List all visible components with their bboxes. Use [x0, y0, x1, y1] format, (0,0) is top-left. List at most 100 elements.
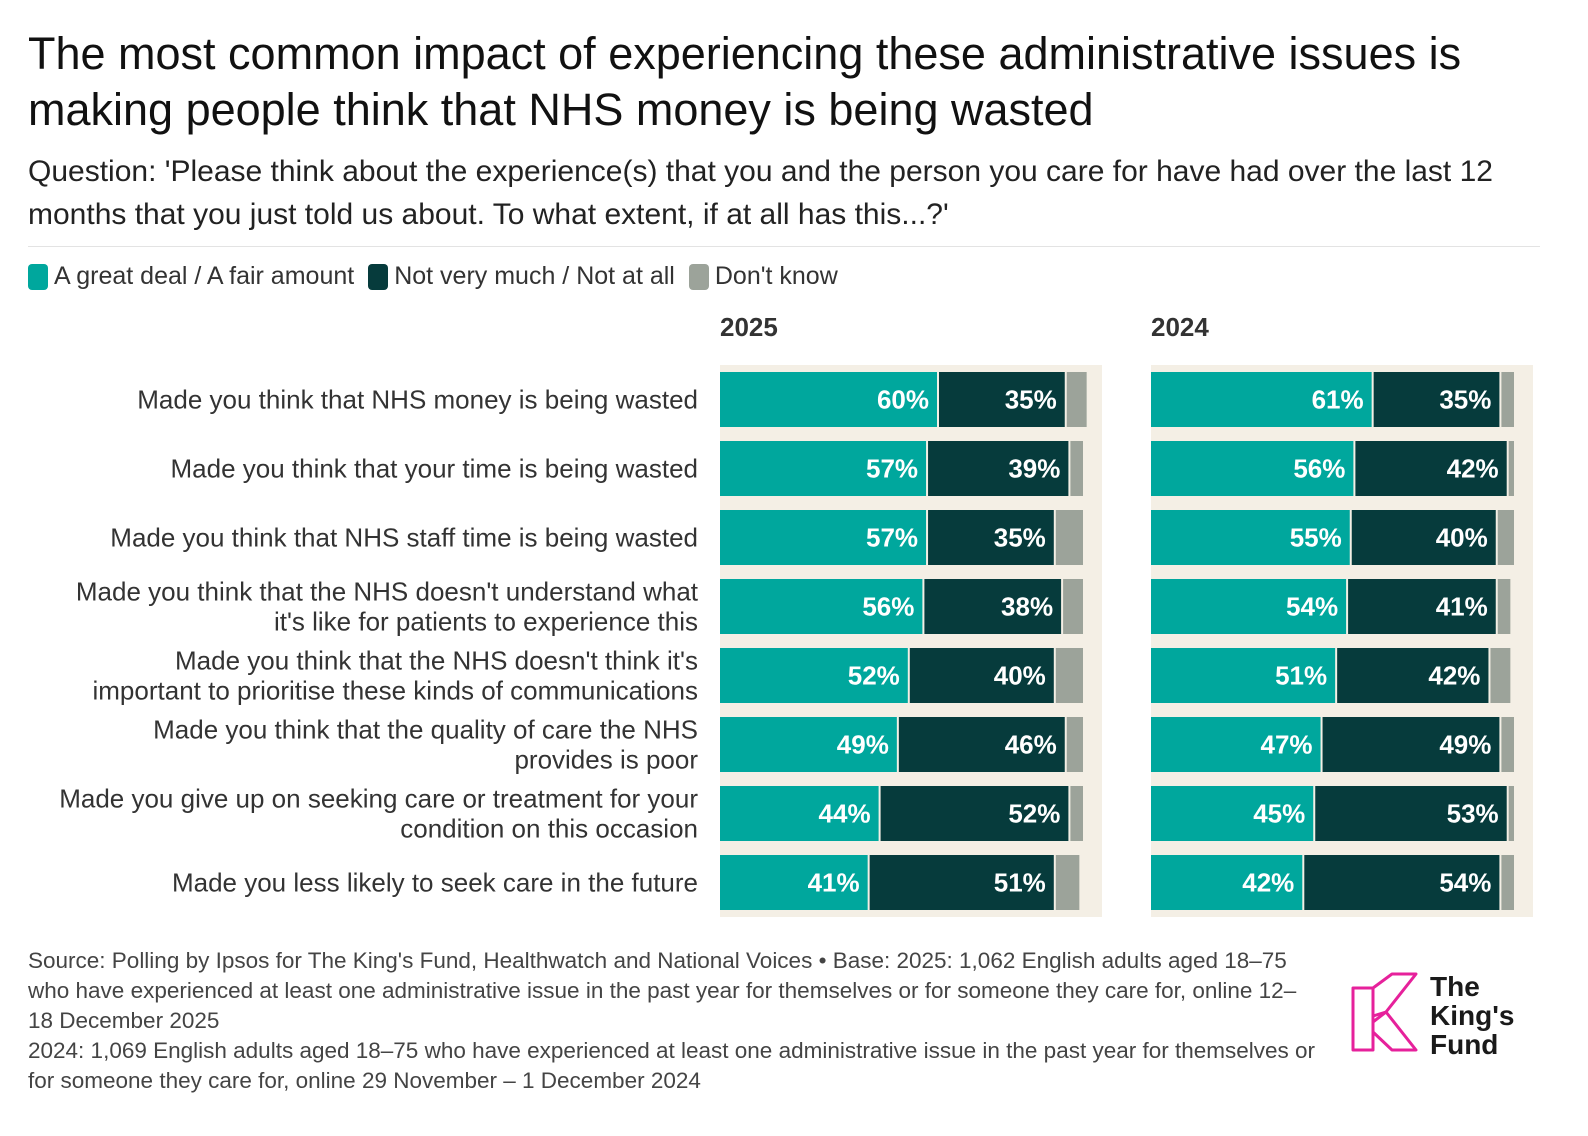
- bar-2024-row-8-series-2: [1304, 855, 1500, 910]
- bar-label-2024-row-1-series-2: 35%: [1439, 385, 1491, 415]
- stacked-bar-chart: Made you think that NHS money is being w…: [59, 365, 1533, 917]
- bar-2025-row-1-series-3: [1066, 372, 1087, 427]
- bar-2025-row-3-series-1: [720, 510, 927, 565]
- bar-2024-row-7-series-3: [1508, 786, 1514, 841]
- legend-swatch-agree: [28, 263, 48, 290]
- bar-label-2024-row-8-series-2: 54%: [1439, 868, 1491, 898]
- legend-item-agree: A great deal / A fair amount: [28, 262, 354, 291]
- logo-word-fund: Fund: [1430, 1029, 1499, 1060]
- category-label-6-line-2: provides is poor: [514, 745, 698, 775]
- bar-label-2025-row-8-series-1: 41%: [808, 868, 860, 898]
- bar-label-2025-row-3-series-2: 35%: [994, 523, 1046, 553]
- source-note: Source: Polling by Ipsos for The King's …: [28, 946, 1318, 1096]
- kings-fund-logo-icon: [1351, 972, 1418, 1052]
- bar-2024-row-4-series-1: [1151, 579, 1347, 634]
- bar-label-2025-row-1-series-2: 35%: [1005, 385, 1057, 415]
- bar-label-2025-row-4-series-2: 38%: [1001, 592, 1053, 622]
- bar-label-2024-row-7-series-1: 45%: [1253, 799, 1305, 829]
- bar-2024-row-4-series-3: [1497, 579, 1511, 634]
- category-label-3: Made you think that NHS staff time is be…: [110, 523, 698, 553]
- legend-swatch-disagree: [368, 263, 389, 290]
- bar-2025-row-8-series-1: [720, 855, 868, 910]
- bar-2024-row-5-series-3: [1490, 648, 1511, 703]
- chart-title: The most common impact of experiencing t…: [28, 28, 1462, 135]
- bar-label-2024-row-5-series-2: 42%: [1428, 661, 1480, 691]
- category-label-6-line-1: Made you think that the quality of care …: [153, 715, 698, 745]
- bar-2024-row-2-series-1: [1151, 441, 1354, 496]
- bar-2025-row-4-series-3: [1063, 579, 1083, 634]
- bar-label-2024-row-6-series-1: 47%: [1261, 730, 1313, 760]
- bar-2025-row-8-series-3: [1055, 855, 1080, 910]
- bar-label-2024-row-8-series-1: 42%: [1242, 868, 1294, 898]
- bar-label-2024-row-1-series-1: 61%: [1312, 385, 1364, 415]
- bar-label-2024-row-3-series-2: 40%: [1436, 523, 1488, 553]
- legend-label-dont-know: Don't know: [714, 262, 838, 290]
- bar-label-2025-row-4-series-1: 56%: [862, 592, 914, 622]
- header-divider: [28, 246, 1540, 247]
- legend-swatch-dont-know: [688, 263, 709, 290]
- category-label-7-line-2: condition on this occasion: [400, 814, 698, 844]
- legend: A great deal / A fair amount Not very mu…: [28, 262, 852, 291]
- category-label-2: Made you think that your time is being w…: [170, 454, 698, 484]
- bar-2024-row-8-series-3: [1501, 855, 1514, 910]
- bar-2024-row-2-series-2: [1355, 441, 1507, 496]
- bar-2024-row-4-series-2: [1348, 579, 1496, 634]
- bar-2025-row-2-series-3: [1070, 441, 1083, 496]
- bar-2024-row-2-series-3: [1508, 441, 1514, 496]
- category-label-4-line-1: Made you think that the NHS doesn't unde…: [76, 577, 699, 607]
- bar-label-2025-row-2-series-2: 39%: [1008, 454, 1060, 484]
- bar-2025-row-4-series-2: [924, 579, 1062, 634]
- legend-item-disagree: Not very much / Not at all: [368, 262, 675, 291]
- bar-2025-row-2-series-1: [720, 441, 927, 496]
- panel-title-2025: 2025: [720, 312, 778, 342]
- bar-2024-row-1-series-1: [1151, 372, 1372, 427]
- bar-2024-row-5-series-1: [1151, 648, 1336, 703]
- bar-label-2025-row-6-series-1: 49%: [837, 730, 889, 760]
- bar-2025-row-1-series-1: [720, 372, 937, 427]
- bar-2025-row-5-series-3: [1055, 648, 1083, 703]
- legend-label-disagree: Not very much / Not at all: [394, 262, 675, 290]
- bar-label-2025-row-3-series-1: 57%: [866, 523, 918, 553]
- bar-label-2025-row-1-series-1: 60%: [877, 385, 929, 415]
- bar-2024-row-1-series-3: [1501, 372, 1514, 427]
- bar-2024-row-6-series-1: [1151, 717, 1321, 772]
- bar-2025-row-7-series-3: [1070, 786, 1083, 841]
- bar-2025-row-6-series-3: [1066, 717, 1083, 772]
- source-line-2: 2024: 1,069 English adults aged 18–75 wh…: [28, 1038, 1316, 1093]
- bar-2025-row-2-series-2: [928, 441, 1069, 496]
- bar-label-2024-row-5-series-1: 51%: [1275, 661, 1327, 691]
- logo-word-kings: King's: [1430, 1000, 1515, 1031]
- bar-2024-row-3-series-1: [1151, 510, 1350, 565]
- bar-2025-row-7-series-1: [720, 786, 879, 841]
- bar-label-2024-row-2-series-2: 42%: [1447, 454, 1499, 484]
- bar-2024-row-6-series-2: [1322, 717, 1500, 772]
- bar-label-2025-row-2-series-1: 57%: [866, 454, 918, 484]
- bar-label-2024-row-3-series-1: 55%: [1290, 523, 1342, 553]
- category-label-5-line-2: important to prioritise these kinds of c…: [93, 676, 699, 706]
- bar-label-2025-row-5-series-1: 52%: [848, 661, 900, 691]
- logo-word-the: The: [1430, 971, 1480, 1002]
- bar-2025-row-6-series-1: [720, 717, 897, 772]
- bar-2024-row-8-series-1: [1151, 855, 1303, 910]
- bar-2024-row-3-series-3: [1497, 510, 1514, 565]
- bar-2025-row-3-series-2: [928, 510, 1054, 565]
- bar-label-2025-row-8-series-2: 51%: [994, 868, 1046, 898]
- bar-2025-row-7-series-2: [880, 786, 1069, 841]
- category-label-1: Made you think that NHS money is being w…: [137, 385, 698, 415]
- bar-2025-row-5-series-1: [720, 648, 908, 703]
- bar-2025-row-8-series-2: [869, 855, 1054, 910]
- bar-2024-row-1-series-2: [1373, 372, 1500, 427]
- bar-2024-row-5-series-2: [1337, 648, 1489, 703]
- kings-fund-logo: The King's Fund: [1350, 972, 1514, 1059]
- bar-2025-row-4-series-1: [720, 579, 923, 634]
- category-label-7-line-1: Made you give up on seeking care or trea…: [59, 784, 698, 814]
- bar-label-2024-row-2-series-1: 56%: [1293, 454, 1345, 484]
- category-label-8: Made you less likely to seek care in the…: [172, 868, 698, 898]
- panel-title-2024: 2024: [1151, 312, 1209, 342]
- bar-2024-row-6-series-3: [1501, 717, 1514, 772]
- chart-subtitle: Question: 'Please think about the experi…: [28, 155, 1493, 231]
- bar-label-2025-row-7-series-2: 52%: [1008, 799, 1060, 829]
- bar-2024-row-7-series-2: [1315, 786, 1507, 841]
- bar-2024-row-7-series-1: [1151, 786, 1314, 841]
- bar-label-2025-row-5-series-2: 40%: [994, 661, 1046, 691]
